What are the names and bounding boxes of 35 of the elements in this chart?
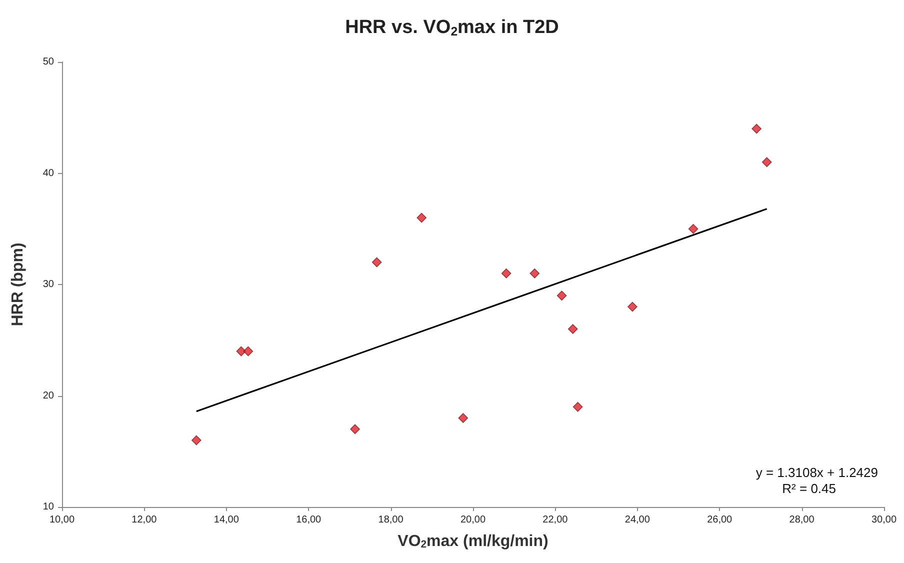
point — [628, 302, 638, 312]
x-tick-label: 16,00 — [296, 514, 322, 526]
x-tick-label: 24,00 — [624, 514, 650, 526]
point — [688, 224, 698, 234]
y-tick-label: 40 — [42, 168, 54, 179]
y-tick-label: 50 — [42, 56, 54, 68]
point — [416, 212, 427, 223]
y-axis-title: HRR (bpm) — [10, 242, 26, 326]
point — [568, 324, 578, 334]
y-tick-label: 30 — [42, 279, 54, 290]
point — [530, 268, 540, 278]
x-tick-label: 20,00 — [460, 514, 486, 526]
point — [501, 268, 512, 278]
x-tick-label: 12,00 — [132, 514, 158, 526]
y-tick-label: 10 — [42, 502, 54, 512]
x-tick-label: 14,00 — [214, 514, 240, 526]
point — [762, 157, 772, 168]
x-tick-label: 18,00 — [378, 514, 404, 526]
point — [752, 124, 762, 134]
x-tick-label: 10,00 — [49, 514, 75, 526]
annotation: R² = 0.45 — [782, 481, 836, 496]
point — [556, 290, 567, 301]
x-tick-label: 28,00 — [789, 514, 815, 526]
x-tick-label: 26,00 — [707, 514, 733, 526]
y-tick-label: 20 — [42, 390, 54, 402]
point — [572, 402, 583, 412]
x-tick-label: 30,00 — [871, 514, 897, 526]
x-tick-label: 22,00 — [542, 514, 568, 526]
point — [236, 346, 246, 356]
point — [243, 346, 254, 356]
point — [372, 257, 382, 268]
annotation: y = 1.3108x + 1.2429 — [756, 465, 878, 480]
point — [191, 435, 202, 446]
point — [458, 413, 468, 423]
point — [350, 424, 360, 434]
